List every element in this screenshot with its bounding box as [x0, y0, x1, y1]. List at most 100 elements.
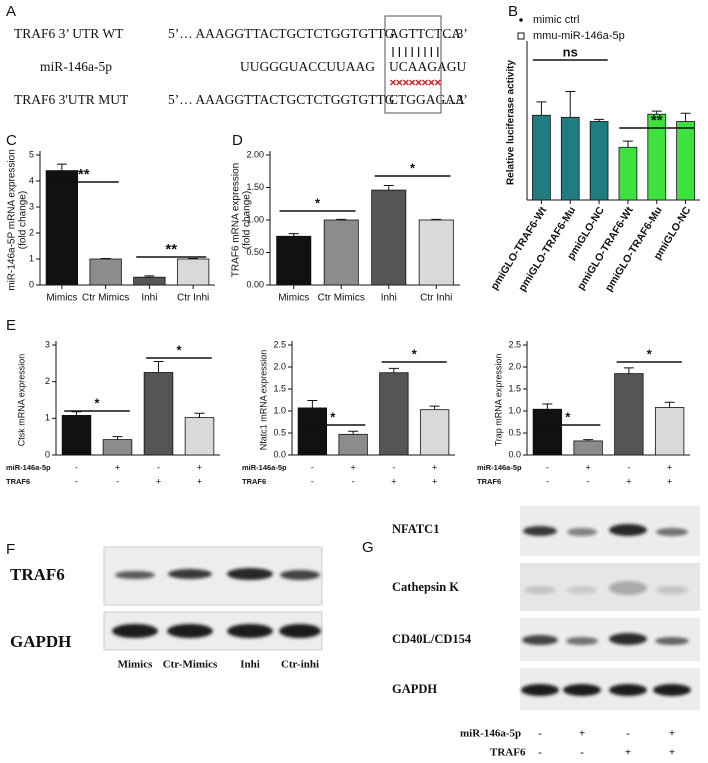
- sequence: 5’… AAAGGTTACTGCTCTGGTGTTG: [168, 26, 395, 41]
- row-label: miR-146a-5p: [40, 59, 112, 74]
- error-bar: [194, 412, 205, 418]
- mutation-cross: [409, 79, 416, 86]
- protein-label: NFATC1: [392, 522, 439, 536]
- site: CTGGAGAA: [389, 92, 465, 107]
- bands: [521, 524, 691, 696]
- bar: [184, 417, 215, 456]
- site-box: [384, 15, 442, 114]
- condition-name: miR-146a-5p: [6, 463, 51, 472]
- bar: [418, 219, 454, 286]
- panel-label: F: [6, 541, 15, 558]
- condition-sign: -: [116, 476, 119, 486]
- condition-name: TRAF6: [477, 477, 501, 486]
- mutation-cross: [390, 79, 396, 86]
- protein-label: TRAF6: [10, 565, 65, 584]
- mutation-cross: [428, 79, 435, 86]
- x-tick-label: Ctr Mimics: [82, 293, 129, 304]
- error-bar: [112, 436, 123, 440]
- protein-label: CD40L/CD154: [392, 632, 472, 646]
- bands: [112, 568, 321, 638]
- panel-label: A: [6, 3, 16, 20]
- condition-sign: +: [350, 462, 355, 472]
- mutation-cross: [434, 79, 441, 86]
- protein-label: GAPDH: [10, 632, 71, 651]
- condition-name: miR-146a-5p: [460, 728, 521, 740]
- bar: [379, 372, 409, 456]
- x-tick-label: Ctr Inhi: [177, 293, 209, 304]
- bar: [276, 235, 312, 286]
- bar: [89, 258, 122, 286]
- bar: [532, 114, 551, 201]
- significance-label: **: [165, 241, 177, 258]
- y-tick-label: 0.0: [273, 449, 286, 459]
- x-tick-label: Ctr Mimics: [318, 293, 365, 304]
- condition-sign: -: [538, 728, 542, 740]
- condition-sign: -: [75, 462, 78, 472]
- y-tick-label: 2.5: [508, 339, 521, 349]
- mutation-cross: [396, 79, 403, 86]
- site: UCAAGAGU: [389, 59, 467, 74]
- y-tick-label: 1.0: [273, 405, 286, 415]
- y-axis-label: (fold change): [242, 191, 253, 249]
- condition-sign: +: [391, 476, 396, 486]
- panel-label: E: [6, 317, 16, 334]
- pairing: [390, 47, 441, 86]
- significance-label: **: [651, 112, 663, 129]
- lane-label: Ctr-Mimics: [163, 659, 218, 671]
- legend-label: mmu-miR-146a-5p: [533, 30, 625, 42]
- condition-sign: +: [667, 462, 672, 472]
- error-bar: [307, 399, 318, 408]
- mutation-cross: [402, 79, 409, 86]
- significance-label: *: [565, 409, 571, 424]
- y-axis-label: miR-146a-5P mRNA expression: [7, 149, 18, 291]
- condition-name: miR-146a-5p: [242, 463, 287, 472]
- condition-sign: -: [352, 476, 355, 486]
- error-bar: [623, 367, 634, 374]
- condition-sign: +: [156, 476, 161, 486]
- y-tick-label: 3: [45, 339, 50, 349]
- condition-sign: +: [197, 462, 202, 472]
- y-axis-label: TRAF6 mRNA expression: [231, 163, 242, 277]
- bar: [654, 407, 685, 456]
- condition-sign: -: [538, 747, 542, 759]
- error-bar: [664, 401, 675, 408]
- condition-sign: +: [667, 476, 672, 486]
- error-bar: [100, 257, 111, 259]
- significance-label: *: [647, 346, 653, 361]
- error-bar: [536, 101, 547, 116]
- condition-sign: -: [157, 462, 160, 472]
- y-tick-label: 2.5: [273, 339, 286, 349]
- error-bar: [383, 185, 394, 191]
- condition-name: TRAF6: [242, 477, 266, 486]
- lane-label: Mimics: [118, 659, 154, 671]
- condition-sign: +: [197, 476, 202, 486]
- sequence: 5’… AAAGGTTACTGCTCTGGTGTTG: [168, 92, 395, 107]
- error-bar: [565, 91, 576, 118]
- error-bar: [431, 218, 442, 220]
- site: AGTTCTCA: [389, 26, 461, 41]
- y-tick-label: 2.00: [246, 149, 264, 159]
- significance-label: *: [410, 160, 416, 175]
- significance-label: *: [315, 195, 321, 210]
- condition-sign: +: [579, 728, 585, 740]
- bar: [102, 439, 133, 456]
- y-tick-label: 1.0: [508, 405, 521, 415]
- y-tick-label: 1.50: [246, 182, 264, 192]
- y-tick-label: 0.5: [508, 427, 521, 437]
- x-tick-label: Ctr Inhi: [420, 293, 452, 304]
- error-bar: [680, 112, 691, 122]
- y-tick-label: 0: [29, 279, 34, 289]
- y-axis-label: Nfatc1 mRNA expression: [258, 350, 268, 451]
- condition-name: TRAF6: [6, 477, 30, 486]
- y-tick-label: 2.0: [508, 361, 521, 371]
- row-label: TRAF6 3'UTR MUT: [14, 92, 129, 107]
- bar: [676, 121, 695, 201]
- error-bar: [144, 275, 155, 278]
- significance-label: *: [412, 346, 418, 361]
- error-bar: [651, 110, 662, 115]
- condition-sign: +: [432, 462, 437, 472]
- condition-sign: -: [311, 476, 314, 486]
- bar: [560, 116, 580, 201]
- sequence: UUGGGUACCUUAAG: [240, 59, 375, 74]
